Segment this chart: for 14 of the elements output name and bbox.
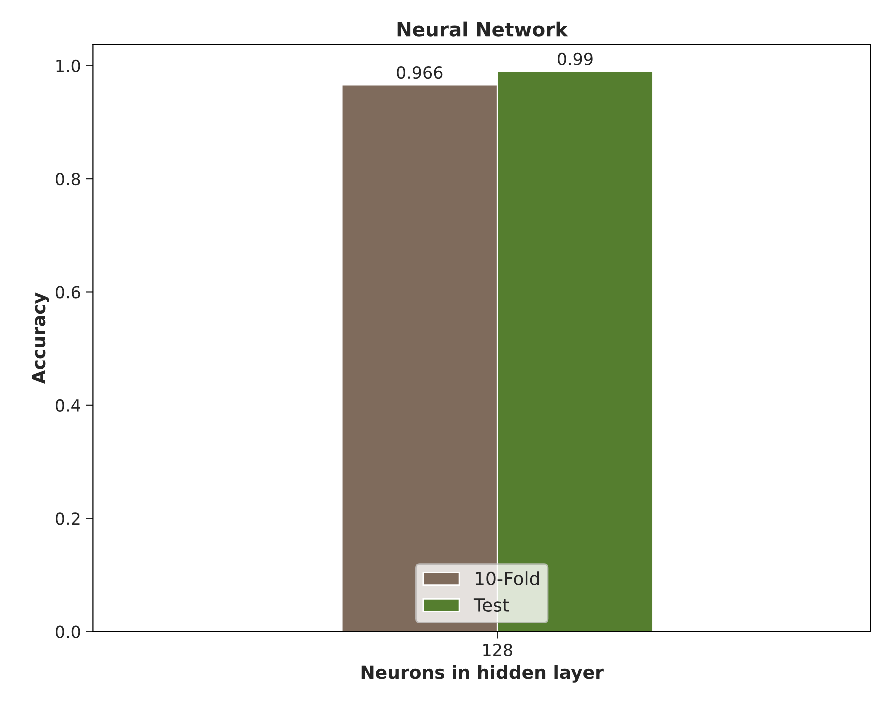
- data-label: 0.99: [558, 52, 593, 66]
- y-tick-label: 0.2: [56, 512, 80, 526]
- y-tick-label: 0.6: [56, 286, 80, 299]
- y-tick-label: 0.8: [56, 173, 80, 186]
- legend-label: Test: [474, 598, 510, 612]
- data-label: 0.966: [397, 66, 443, 80]
- chart-title: Neural Network: [398, 22, 568, 37]
- x-axis-title: Neurons in hidden layer: [362, 665, 604, 683]
- y-tick-label: 0.4: [56, 399, 80, 412]
- legend-label: 10-Fold: [476, 572, 540, 586]
- x-tick-label: 128: [484, 644, 512, 657]
- y-tick-label: 1.0: [56, 60, 80, 72]
- y-tick-label: 0.0: [56, 626, 80, 638]
- y-axis-title: Accuracy: [32, 292, 50, 384]
